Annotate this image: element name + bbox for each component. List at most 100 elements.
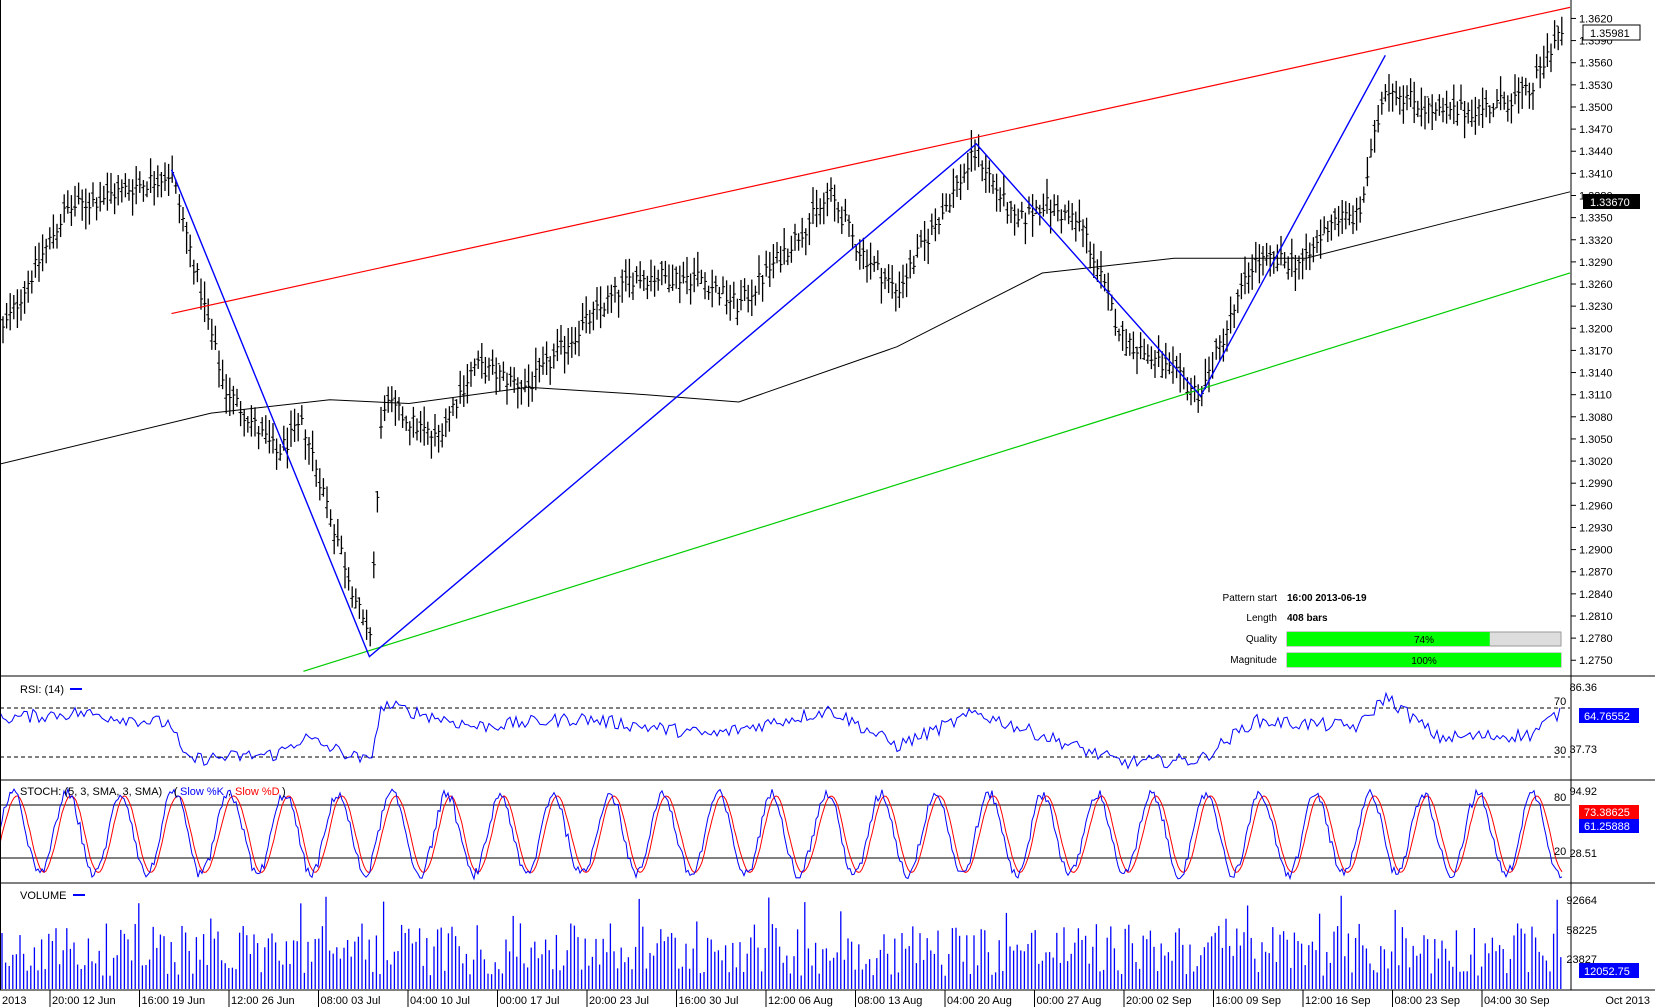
volume-axis-1: 92664 <box>1566 895 1597 907</box>
rsi-axis-30: 30 <box>1554 745 1566 757</box>
time-tick-label: 16:00 09 Sep <box>1216 995 1281 1007</box>
price-tick-label: 1.3410 <box>1579 168 1613 180</box>
rsi-axis-70: 70 <box>1554 696 1566 708</box>
price-tick-label: 1.3500 <box>1579 102 1613 114</box>
stoch-axis-top: 94.92 <box>1569 786 1597 798</box>
price-tick-label: 1.3470 <box>1579 124 1613 136</box>
price-tick-label: 1.3170 <box>1579 345 1613 357</box>
pattern-info: Pattern start 16:00 2013-06-19 Length 40… <box>1223 593 1562 668</box>
length-label: Length <box>1246 613 1277 624</box>
price-tick-label: 1.2900 <box>1579 545 1613 557</box>
time-tick-label: 16:00 30 Jul <box>679 995 739 1007</box>
stoch-panel: STOCH: (5, 3, SMA, 3, SMA) ( Slow %K , S… <box>0 786 1639 881</box>
stoch-title: STOCH: (5, 3, SMA, 3, SMA) <box>20 786 162 798</box>
time-tick-label: 08:00 23 Sep <box>1395 995 1460 1007</box>
volume-current-label: 12052.75 <box>1584 966 1630 978</box>
price-tick-label: 1.2750 <box>1579 655 1613 667</box>
pattern-start-value: 16:00 2013-06-19 <box>1287 593 1367 604</box>
quality-label: Quality <box>1246 634 1277 645</box>
ma-price-text: 1.33670 <box>1590 197 1630 209</box>
time-tick-label: 00:00 17 Jul <box>500 995 560 1007</box>
stoch-slow-k-line <box>0 787 1563 881</box>
time-tick-label: 20:00 02 Sep <box>1126 995 1191 1007</box>
price-axis: 1.2750 1.2780 1.2810 1.2840 1.2870 1.2900 1.29… <box>1571 13 1613 667</box>
time-tick-label: 16:00 19 Jun <box>142 995 206 1007</box>
price-tick-label: 1.2870 <box>1579 567 1613 579</box>
price-tick-label: 1.3620 <box>1579 13 1613 25</box>
price-tick-label: 1.3200 <box>1579 323 1613 335</box>
price-tick-label: 1.3020 <box>1579 456 1613 468</box>
ma-price-label: 1.33670 <box>1583 194 1640 209</box>
moving-average-line <box>0 191 1571 465</box>
time-tick-label: 12:00 06 Aug <box>768 995 833 1007</box>
svg-text:,: , <box>228 786 231 798</box>
rsi-axis-top: 86.36 <box>1569 682 1597 694</box>
time-tick-label: 2013 <box>2 995 26 1007</box>
rsi-line <box>0 691 1561 770</box>
volume-panel: VOLUME 92664 58225 23827 12052.75 <box>1 890 1639 989</box>
magnitude-value: 100% <box>1411 656 1437 667</box>
support-trendline <box>303 272 1571 672</box>
price-tick-label: 1.2810 <box>1579 611 1613 623</box>
time-tick-label: 04:00 10 Jul <box>410 995 470 1007</box>
rsi-current-label: 64.76552 <box>1584 711 1630 723</box>
current-price-text: 1.35981 <box>1590 28 1630 40</box>
price-tick-label: 1.3440 <box>1579 146 1613 158</box>
stoch-k-legend: Slow %K <box>180 786 225 798</box>
time-axis: 2013 20:00 12 Jun 16:00 19 Jun 12:00 26 Jun… <box>2 990 1549 1007</box>
volume-bars <box>1 895 1562 989</box>
price-tick-label: 1.3080 <box>1579 412 1613 424</box>
price-tick-label: 1.3560 <box>1579 58 1613 70</box>
current-price-label: 1.35981 <box>1582 24 1641 41</box>
price-tick-label: 1.3110 <box>1579 390 1612 402</box>
rsi-title: RSI: (14) <box>20 684 64 696</box>
price-tick-label: 1.3530 <box>1579 80 1613 92</box>
rsi-axis-mid: 37.73 <box>1569 744 1597 756</box>
quality-value: 74% <box>1414 635 1434 646</box>
time-tick-label: 08:00 03 Jul <box>321 995 381 1007</box>
volume-title: VOLUME <box>20 890 66 902</box>
svg-text:(: ( <box>174 786 178 798</box>
time-tick-label: 20:00 12 Jun <box>52 995 116 1007</box>
magnitude-label: Magnitude <box>1230 655 1277 666</box>
time-tick-label: 12:00 26 Jun <box>231 995 295 1007</box>
stoch-axis-mid: 28.51 <box>1569 848 1597 860</box>
price-tick-label: 1.3260 <box>1579 279 1613 291</box>
time-tick-label: 08:00 13 Aug <box>858 995 923 1007</box>
price-tick-label: 1.2780 <box>1579 633 1613 645</box>
quality-bar-fill <box>1287 632 1490 646</box>
stoch-axis-20: 20 <box>1554 846 1566 858</box>
price-tick-label: 1.3050 <box>1579 434 1613 446</box>
pattern-start-label: Pattern start <box>1223 593 1278 604</box>
rsi-panel: RSI: (14) 86.36 70 37.73 30 64.76552 <box>0 682 1639 770</box>
stoch-k-current-label: 73.38625 <box>1584 807 1630 819</box>
price-ohlc-bars <box>1 16 1564 647</box>
length-value: 408 bars <box>1287 613 1328 624</box>
time-tick-label: 20:00 23 Jul <box>589 995 649 1007</box>
stoch-d-current-label: 61.25888 <box>1584 821 1630 833</box>
price-tick-label: 1.2960 <box>1579 500 1613 512</box>
volume-axis-2: 58225 <box>1566 925 1597 937</box>
time-tick-label: 00:00 27 Aug <box>1037 995 1102 1007</box>
time-axis-end-label: Oct 2013 <box>1605 995 1650 1007</box>
price-panel: 1.2750 1.2780 1.2810 1.2840 1.2870 1.2900 1.29… <box>0 6 1641 672</box>
price-tick-label: 1.3140 <box>1579 368 1613 380</box>
price-tick-label: 1.2840 <box>1579 589 1613 601</box>
price-tick-label: 1.3290 <box>1579 257 1613 269</box>
time-tick-label: 12:00 16 Sep <box>1305 995 1370 1007</box>
time-tick-label: 04:00 20 Aug <box>947 995 1012 1007</box>
pattern-zigzag-line <box>170 54 1386 658</box>
resistance-trendline <box>171 6 1571 315</box>
time-tick-label: 04:00 30 Sep <box>1484 995 1549 1007</box>
stoch-d-legend: Slow %D <box>235 786 280 798</box>
price-tick-label: 1.2990 <box>1579 478 1613 490</box>
magnitude-bar-fill <box>1287 653 1561 667</box>
price-tick-label: 1.3320 <box>1579 235 1613 247</box>
price-tick-label: 1.3350 <box>1579 213 1613 225</box>
price-tick-label: 1.2930 <box>1579 522 1613 534</box>
stoch-axis-80: 80 <box>1554 792 1566 804</box>
price-tick-label: 1.3230 <box>1579 301 1613 313</box>
svg-text:): ) <box>282 786 286 798</box>
